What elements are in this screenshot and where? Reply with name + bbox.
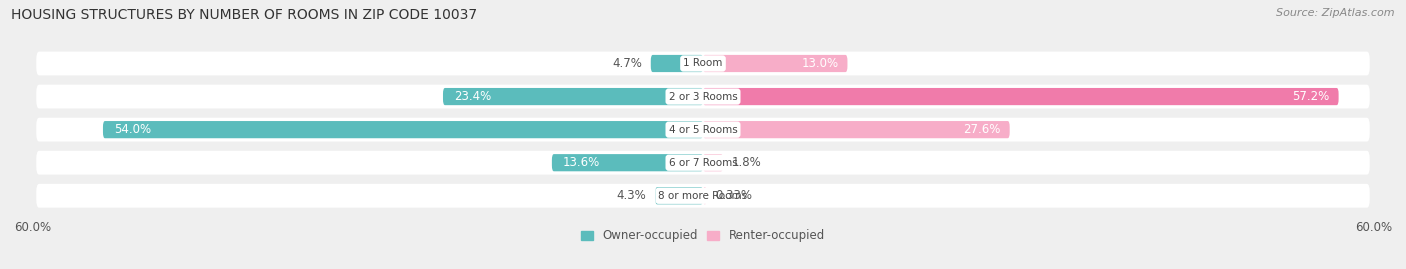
Text: 13.0%: 13.0% [801, 57, 838, 70]
Text: 60.0%: 60.0% [14, 221, 51, 233]
FancyBboxPatch shape [703, 187, 707, 204]
FancyBboxPatch shape [37, 118, 1369, 141]
Text: 27.6%: 27.6% [963, 123, 1001, 136]
Text: 8 or more Rooms: 8 or more Rooms [658, 191, 748, 201]
FancyBboxPatch shape [37, 85, 1369, 108]
Text: 4.3%: 4.3% [617, 189, 647, 202]
Text: 54.0%: 54.0% [114, 123, 152, 136]
FancyBboxPatch shape [443, 88, 703, 105]
FancyBboxPatch shape [103, 121, 703, 138]
FancyBboxPatch shape [553, 154, 703, 171]
FancyBboxPatch shape [655, 187, 703, 204]
Text: 4 or 5 Rooms: 4 or 5 Rooms [669, 125, 737, 135]
Text: 57.2%: 57.2% [1292, 90, 1330, 103]
FancyBboxPatch shape [703, 121, 1010, 138]
Text: 60.0%: 60.0% [1355, 221, 1392, 233]
FancyBboxPatch shape [703, 154, 723, 171]
Text: HOUSING STRUCTURES BY NUMBER OF ROOMS IN ZIP CODE 10037: HOUSING STRUCTURES BY NUMBER OF ROOMS IN… [11, 8, 478, 22]
FancyBboxPatch shape [37, 52, 1369, 75]
Text: Source: ZipAtlas.com: Source: ZipAtlas.com [1277, 8, 1395, 18]
Text: 1 Room: 1 Room [683, 58, 723, 69]
Text: 1.8%: 1.8% [733, 156, 762, 169]
Text: 2 or 3 Rooms: 2 or 3 Rooms [669, 91, 737, 102]
Text: 0.33%: 0.33% [716, 189, 752, 202]
FancyBboxPatch shape [651, 55, 703, 72]
Legend: Owner-occupied, Renter-occupied: Owner-occupied, Renter-occupied [576, 225, 830, 247]
FancyBboxPatch shape [37, 151, 1369, 175]
Text: 4.7%: 4.7% [612, 57, 643, 70]
Text: 6 or 7 Rooms: 6 or 7 Rooms [669, 158, 737, 168]
Text: 23.4%: 23.4% [454, 90, 491, 103]
Text: 13.6%: 13.6% [562, 156, 600, 169]
FancyBboxPatch shape [37, 184, 1369, 208]
FancyBboxPatch shape [703, 55, 848, 72]
FancyBboxPatch shape [703, 88, 1339, 105]
